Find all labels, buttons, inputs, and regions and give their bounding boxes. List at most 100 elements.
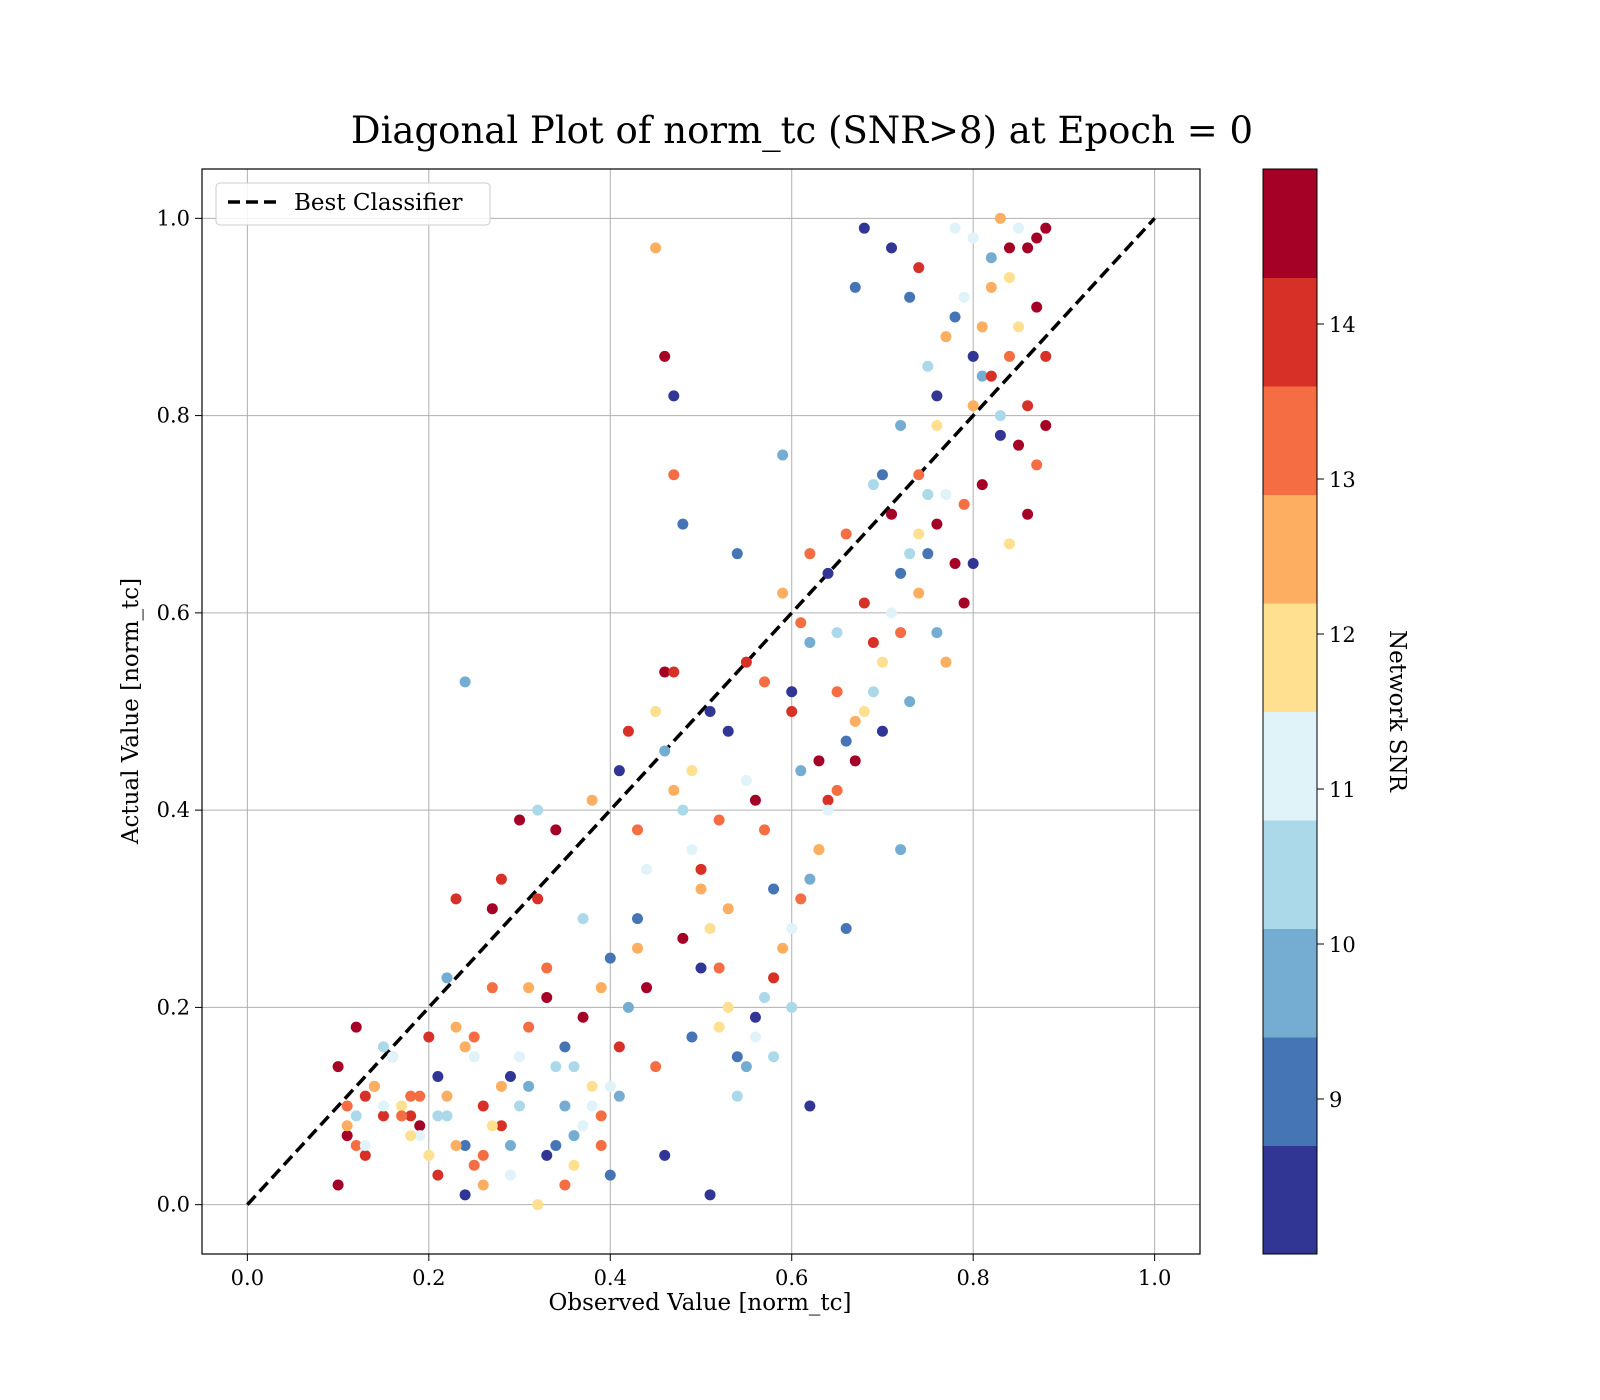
colorbar-segment bbox=[1263, 603, 1317, 712]
scatter-point bbox=[931, 518, 943, 530]
scatter-point bbox=[904, 291, 916, 303]
scatter-point bbox=[822, 794, 834, 806]
scatter-point bbox=[523, 1021, 535, 1033]
scatter-point bbox=[559, 1041, 571, 1053]
scatter-point bbox=[414, 1120, 426, 1132]
scatter-point bbox=[668, 469, 680, 481]
scatter-point bbox=[913, 587, 925, 599]
colorbar-segment bbox=[1263, 820, 1317, 929]
scatter-point bbox=[650, 242, 662, 254]
scatter-point bbox=[604, 1080, 616, 1092]
x-tick-label: 0.0 bbox=[231, 1266, 264, 1290]
y-axis-ticks: 0.0 0.2 0.4 0.6 0.8 1.0 bbox=[157, 206, 202, 1217]
colorbar-tick-label: 9 bbox=[1329, 1088, 1342, 1112]
scatter-point bbox=[1031, 301, 1043, 313]
scatter-point bbox=[913, 262, 925, 274]
scatter-point bbox=[659, 666, 671, 678]
scatter-point bbox=[967, 350, 979, 362]
x-tick-label: 0.4 bbox=[594, 1266, 627, 1290]
scatter-point bbox=[777, 942, 789, 954]
scatter-point bbox=[695, 962, 707, 974]
scatter-point bbox=[659, 350, 671, 362]
x-tick-label: 0.2 bbox=[412, 1266, 445, 1290]
y-tick-label: 0.2 bbox=[157, 995, 190, 1019]
scatter-point bbox=[804, 1100, 816, 1112]
scatter-point bbox=[486, 982, 498, 994]
scatter-point bbox=[940, 656, 952, 668]
scatter-point bbox=[1003, 538, 1015, 550]
x-tick-label: 0.8 bbox=[956, 1266, 989, 1290]
scatter-point bbox=[695, 883, 707, 895]
scatter-point bbox=[985, 370, 997, 382]
scatter-point bbox=[876, 725, 888, 737]
scatter-point bbox=[795, 617, 807, 629]
scatter-point bbox=[849, 281, 861, 293]
scatter-point bbox=[541, 962, 553, 974]
scatter-point bbox=[441, 1110, 453, 1122]
scatter-point bbox=[713, 814, 725, 826]
best-classifier-layer bbox=[246, 217, 1156, 1206]
scatter-point bbox=[895, 567, 907, 579]
scatter-point bbox=[586, 794, 598, 806]
scatter-point bbox=[459, 1189, 471, 1201]
scatter-point bbox=[913, 469, 925, 481]
scatter-point bbox=[387, 1051, 399, 1063]
scatter-point bbox=[459, 676, 471, 688]
scatter-point bbox=[740, 775, 752, 787]
scatter-point bbox=[359, 1149, 371, 1161]
scatter-point bbox=[840, 923, 852, 934]
colorbar-tick-label: 13 bbox=[1329, 468, 1356, 492]
scatter-point bbox=[414, 1130, 426, 1142]
scatter-point bbox=[858, 222, 870, 234]
scatter-point bbox=[731, 1090, 743, 1102]
scatter-point bbox=[913, 528, 925, 540]
scatter-point bbox=[677, 804, 689, 816]
scatter-point bbox=[895, 419, 907, 431]
scatter-point bbox=[541, 992, 553, 1004]
scatter-point bbox=[450, 893, 462, 905]
y-axis-label: Actual Value [norm_tc] bbox=[118, 578, 144, 845]
scatter-point bbox=[795, 765, 807, 777]
scatter-point bbox=[450, 1021, 462, 1033]
legend-label: Best Classifier bbox=[294, 190, 462, 216]
scatter-point bbox=[976, 479, 988, 491]
scatter-point bbox=[332, 1061, 344, 1073]
scatter-point bbox=[586, 1080, 598, 1092]
colorbar-segment bbox=[1263, 386, 1317, 495]
colorbar-tick-label: 10 bbox=[1329, 933, 1356, 957]
best-classifier-line bbox=[246, 217, 1156, 1206]
scatter-point bbox=[631, 824, 643, 836]
plot-frame bbox=[201, 168, 1201, 1255]
scatter-point bbox=[631, 913, 643, 925]
colorbar-tick-label: 11 bbox=[1329, 778, 1356, 802]
scatter-point bbox=[350, 1110, 362, 1122]
scatter-point bbox=[577, 1011, 589, 1023]
scatter-point bbox=[704, 1189, 716, 1201]
scatter-point bbox=[613, 1041, 625, 1053]
scatter-point bbox=[368, 1080, 380, 1092]
scatter-point bbox=[686, 1031, 698, 1043]
scatter-point bbox=[876, 656, 888, 668]
scatter-point bbox=[377, 1041, 389, 1053]
scatter-point bbox=[604, 1169, 616, 1181]
scatter-point bbox=[949, 222, 961, 234]
colorbar bbox=[1263, 169, 1317, 1255]
scatter-point bbox=[595, 1140, 607, 1151]
colorbar-segment bbox=[1263, 1037, 1317, 1146]
scatter-point bbox=[931, 627, 943, 639]
y-tick-label: 0.4 bbox=[157, 798, 190, 822]
scatter-point bbox=[477, 1149, 489, 1161]
scatter-point bbox=[713, 962, 725, 974]
colorbar-segment bbox=[1263, 277, 1317, 387]
scatter-point bbox=[550, 1061, 562, 1073]
scatter-point bbox=[1040, 222, 1052, 234]
scatter-point bbox=[722, 1001, 734, 1013]
scatter-point bbox=[541, 1149, 553, 1161]
scatter-point bbox=[759, 824, 771, 836]
scatter-point bbox=[468, 1051, 480, 1063]
scatter-point bbox=[886, 607, 898, 619]
scatter-point bbox=[931, 419, 943, 431]
scatter-point bbox=[468, 1159, 480, 1171]
scatter-point bbox=[804, 548, 816, 560]
scatter-point bbox=[486, 903, 498, 915]
